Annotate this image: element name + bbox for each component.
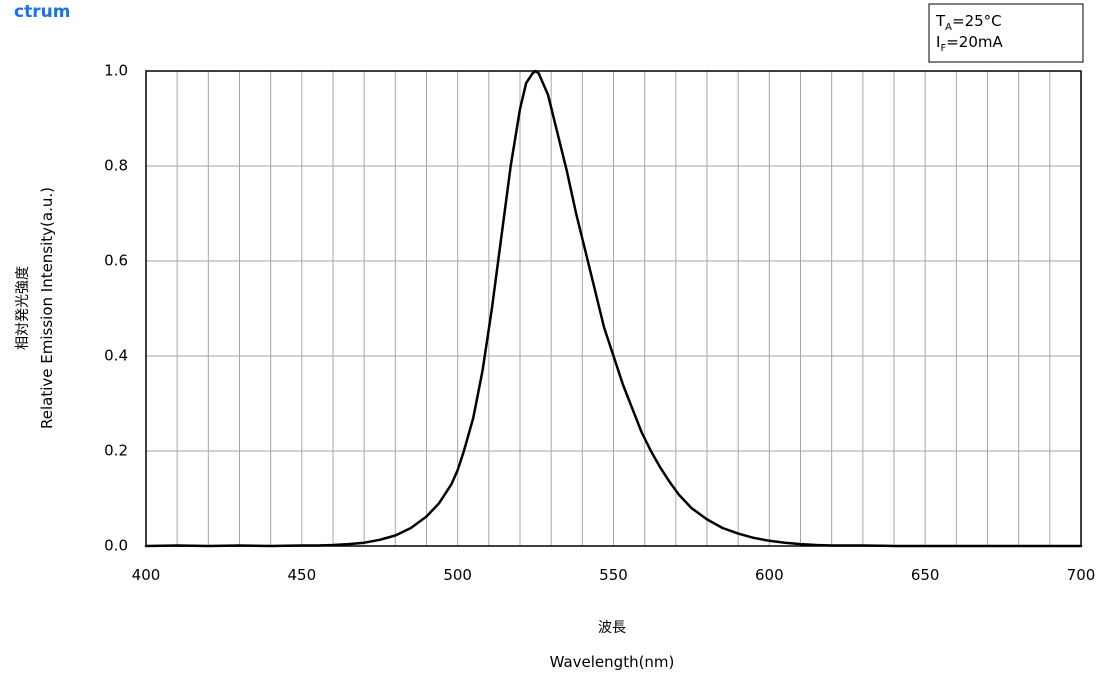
plot-frame [145,70,1082,547]
section-title: ctrum [14,2,70,22]
condition-temperature-subscript: A [945,22,952,33]
condition-temperature-symbol: T [935,12,946,30]
y-tick-label: 0.4 [104,347,128,365]
y-tick-label: 0.2 [104,442,128,460]
series-group [144,69,1083,548]
condition-temperature: TA=25°C [935,12,1002,33]
conditions-box: TA=25°C IF=20mA [928,3,1084,63]
x-axis-title: Wavelength(nm) [550,653,675,671]
condition-temperature-value: =25°C [952,12,1002,30]
y-tick-label: 1.0 [104,62,128,80]
x-tick-label: 600 [755,566,784,584]
y-axis-title: Relative Emission Intensity(a.u.) [38,187,56,429]
x-tick-label: 550 [599,566,628,584]
y-axis-title-jp: 相対発光強度 [15,266,31,350]
conditions-frame [928,3,1084,63]
x-tick-label: 500 [443,566,472,584]
x-tick-labels: 400 450 500 550 600 650 700 [132,566,1096,584]
x-tick-label: 700 [1067,566,1096,584]
x-tick-label: 450 [288,566,317,584]
x-tick-label: 400 [132,566,161,584]
spectrum-line [144,69,1083,548]
condition-current: IF=20mA [936,33,1003,54]
gridlines [146,71,1081,546]
condition-current-symbol: I [936,33,940,51]
x-tick-label: 650 [911,566,940,584]
x-axis-title-jp: 波長 [598,620,626,636]
y-tick-label: 0.6 [104,252,128,270]
y-tick-labels: 0.0 0.2 0.4 0.6 0.8 1.0 [104,62,128,555]
y-tick-label: 0.0 [104,537,128,555]
plot-border [145,70,1082,547]
condition-current-value: =20mA [946,33,1003,51]
condition-current-subscript: F [940,43,946,54]
y-tick-label: 0.8 [104,157,128,175]
